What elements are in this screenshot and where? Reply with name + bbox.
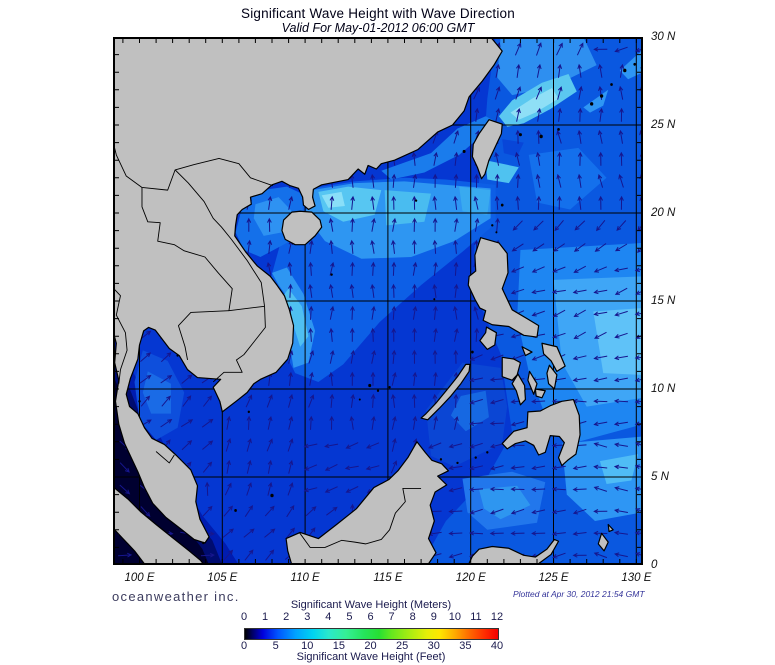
lon-label: 110 E [290,572,320,584]
lat-label: 15 N [651,295,676,307]
lon-label: 115 E [373,572,403,584]
land-sumatra [113,487,204,565]
lon-label: 120 E [455,572,486,584]
legend-title-meters: Significant Wave Height (Meters) [290,599,452,611]
land-bohol [535,389,545,398]
land-leyte [547,365,557,389]
company-credit: oceanweather inc. [112,589,240,604]
land-mindanao [502,400,580,466]
page-title: Significant Wave Height with Wave Direct… [241,6,515,21]
lat-label: 0 [651,559,658,571]
lat-label: 25 N [651,119,676,131]
legend-feet-tick: 20 [364,640,377,652]
land-mainland-asia [113,37,502,543]
legend-feet-tick: 30 [427,640,440,652]
land-cebu [528,371,537,394]
land-borneo [286,442,448,565]
legend-feet-tick: 0 [240,640,248,652]
small-island-layer [138,62,637,545]
land-panay [502,357,520,380]
lat-label: 5 N [651,471,669,483]
legend-feet-tick: 25 [396,640,409,652]
legend-meter-tick: 7 [388,611,395,623]
land-morotai [608,525,613,532]
land-masbate [522,347,532,356]
land-luzon [468,238,538,337]
land-negros [512,374,525,405]
land-halmahera [598,533,608,551]
map-frame [113,37,643,565]
legend-meter-tick: 3 [304,611,311,623]
legend-color-bar [244,628,499,640]
legend-meter-tick: 10 [448,611,461,623]
country-border-layer [113,142,421,548]
legend-meter-tick: 5 [346,611,353,623]
lon-label: 130 E [621,572,652,584]
legend-meter-tick: 6 [367,611,374,623]
land-layer [113,37,613,565]
land-samar [542,343,565,371]
lon-label: 125 E [538,572,569,584]
lon-label: 100 E [124,572,155,584]
land-sulawesi [468,539,558,565]
legend-feet-tick: 10 [301,640,314,652]
legend-meter-tick: 9 [430,611,437,623]
legend-feet-tick: 5 [272,640,279,652]
lon-label: 105 E [207,572,238,584]
valid-time-subtitle: Valid For May-01-2012 06:00 GMT [281,21,475,35]
lat-label: 20 N [651,207,676,219]
legend-meter-tick: 4 [325,611,332,623]
legend-feet-ticks: 0 5 10 15 20 25 30 35 40 [240,640,503,652]
legend-meter-ticks: 0 1 2 3 4 5 6 7 8 9 10 11 12 [240,611,503,623]
tick-layer [114,38,642,564]
legend-meter-tick: 8 [409,611,416,623]
land-hainan [282,211,322,244]
legend-feet-tick: 40 [490,640,504,652]
legend-meter-tick: 11 [470,611,482,623]
lat-label: 10 N [651,383,676,395]
legend-feet-tick: 35 [459,640,472,652]
legend-meter-tick: 12 [490,611,504,623]
plot-timestamp: Plotted at Apr 30, 2012 21:54 GMT [513,589,645,599]
land-palawan [421,364,470,419]
land-mindoro [480,327,497,349]
legend-meter-tick: 1 [262,611,269,623]
land-taiwan [472,120,502,179]
legend-meter-tick: 2 [283,611,290,623]
wave-height-map [113,37,643,565]
legend-title-feet: Significant Wave Height (Feet) [296,651,446,663]
lat-label: 30 N [651,31,676,43]
legend-feet-tick: 15 [332,640,345,652]
legend-meter-tick: 0 [240,611,248,623]
